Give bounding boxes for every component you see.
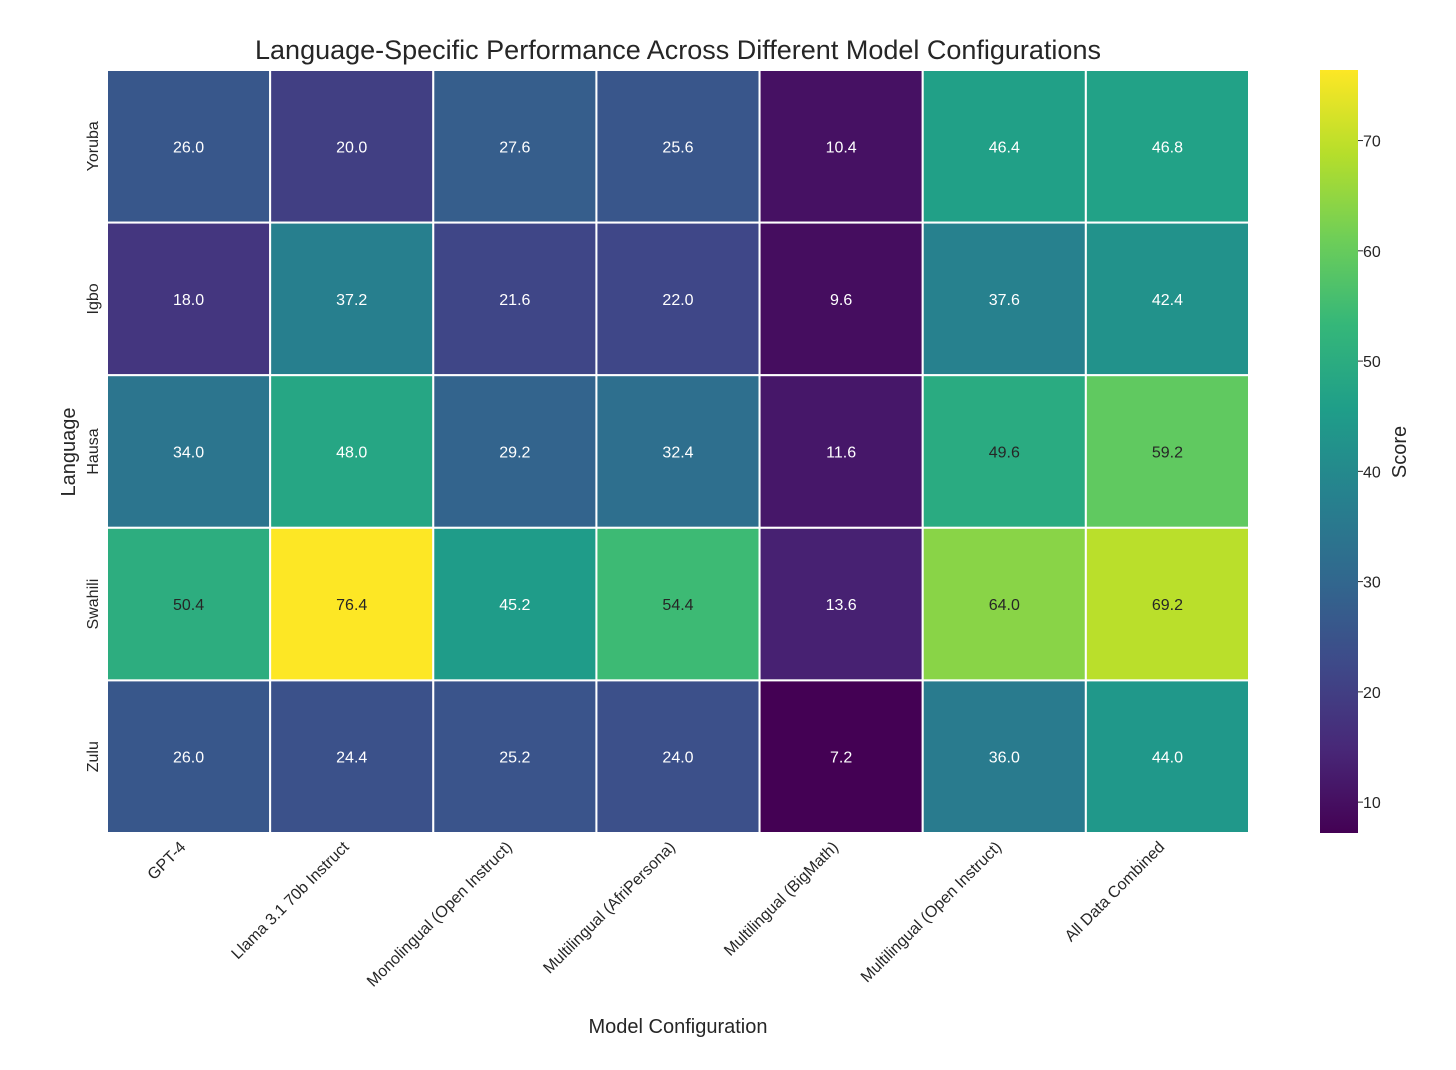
cell-annotations: 26.0 20.0 27.6 25.6 10.4 46.4 46.8 18.0 37.2 21.6… (173, 139, 1183, 766)
cell-value-label: 50.4 (173, 597, 204, 614)
colorbar-tick-label: 70 (1363, 134, 1381, 151)
heatmap-cell (432, 374, 598, 529)
x-axis-ticks: GPT-4 Llama 3.1 70b Instruct Monolingual (… (145, 838, 1169, 990)
heatmap-cell (1084, 374, 1251, 529)
heatmap-cell (1084, 679, 1251, 835)
cell-value-label: 18.0 (173, 292, 204, 309)
cell-value-label: 13.6 (826, 597, 857, 614)
heatmap-cell (595, 526, 761, 682)
x-tick-label: Multilingual (Open Instruct) (858, 839, 1005, 986)
colorbar-title: Score (1389, 426, 1411, 478)
heatmap-cell (106, 679, 272, 835)
cell-value-label: 21.6 (499, 292, 530, 309)
x-tick-label: Monolingual (Open Instruct) (364, 839, 516, 991)
heatmap-cell (921, 69, 1087, 224)
heatmap-cell (432, 679, 598, 835)
cell-value-label: 9.6 (830, 292, 852, 309)
heatmap-cell (1084, 221, 1251, 377)
x-tick-label: Llama 3.1 70b Instruct (229, 838, 353, 962)
cell-value-label: 49.6 (989, 445, 1020, 462)
colorbar-tick-label: 20 (1363, 685, 1381, 702)
heatmap-cell (106, 221, 272, 377)
cell-value-label: 11.6 (826, 445, 856, 462)
cell-value-label: 27.6 (499, 139, 530, 156)
heatmap-cell (106, 69, 272, 224)
cell-value-label: 26.0 (173, 750, 204, 767)
heatmap-cell (921, 679, 1087, 835)
heatmap-cell (432, 221, 598, 377)
cell-value-label: 46.8 (1152, 139, 1183, 156)
heatmap-cell (921, 374, 1087, 529)
cell-value-label: 54.4 (662, 597, 693, 614)
cell-value-label: 64.0 (989, 597, 1020, 614)
cell-value-label: 34.0 (173, 445, 204, 462)
colorbar-ticks: 10 20 30 40 50 60 70 (1358, 134, 1381, 812)
colorbar-tick-label: 50 (1363, 354, 1381, 371)
heatmap-cell (595, 69, 761, 224)
heatmap-cell (758, 69, 924, 224)
heatmap-cell (758, 221, 924, 377)
cell-value-label: 69.2 (1152, 597, 1183, 614)
cell-value-label: 37.6 (989, 292, 1020, 309)
x-tick-label: Multilingual (BigMath) (721, 839, 842, 960)
x-axis-title: Model Configuration (589, 1016, 768, 1038)
cell-value-label: 24.0 (662, 750, 693, 767)
heatmap-cell (595, 374, 761, 529)
heatmap-cell (921, 526, 1087, 682)
cell-value-label: 76.4 (336, 597, 367, 614)
x-tick-label: GPT-4 (145, 839, 190, 884)
y-axis-ticks: Yoruba Igbo Hausa Swahili Zulu (85, 121, 102, 772)
heatmap-cell (758, 374, 924, 529)
colorbar-tick-label: 60 (1363, 244, 1381, 261)
cell-value-label: 26.0 (173, 139, 204, 156)
cell-value-label: 22.0 (662, 292, 693, 309)
cell-value-label: 42.4 (1152, 292, 1183, 309)
cell-value-label: 44.0 (1152, 750, 1183, 767)
cell-value-label: 25.6 (662, 139, 693, 156)
y-tick-label: Swahili (85, 579, 102, 630)
colorbar-tick-label: 30 (1363, 575, 1381, 592)
y-tick-label: Hausa (85, 428, 102, 474)
cell-value-label: 48.0 (336, 445, 367, 462)
cell-value-label: 7.2 (830, 750, 852, 767)
y-axis-title: Language (58, 408, 80, 497)
heatmap-cell (432, 69, 598, 224)
heatmap-cell (269, 69, 435, 224)
x-tick-label: All Data Combined (1062, 839, 1168, 945)
colorbar-tick-label: 40 (1363, 464, 1381, 481)
cell-value-label: 36.0 (989, 750, 1020, 767)
heatmap-cell (921, 221, 1087, 377)
cell-value-label: 24.4 (336, 750, 367, 767)
cell-value-label: 10.4 (826, 139, 857, 156)
y-tick-label: Yoruba (85, 121, 102, 171)
heatmap-cell (269, 374, 435, 529)
cell-value-label: 46.4 (989, 139, 1020, 156)
heatmap-cell (1084, 526, 1251, 682)
cell-value-label: 32.4 (662, 445, 693, 462)
cell-value-label: 25.2 (499, 750, 530, 767)
heatmap-cell (269, 526, 435, 682)
cell-value-label: 29.2 (499, 445, 530, 462)
heatmap-cell (106, 526, 272, 682)
cell-value-label: 37.2 (336, 292, 367, 309)
y-tick-label: Zulu (85, 741, 102, 772)
y-tick-label: Igbo (85, 283, 102, 314)
cell-value-label: 45.2 (499, 597, 530, 614)
x-tick-label: Multilingual (AfriPersona) (540, 839, 678, 977)
heatmap-cells (106, 69, 1251, 835)
cell-value-label: 20.0 (336, 139, 367, 156)
cell-value-label: 59.2 (1152, 445, 1183, 462)
colorbar (1320, 70, 1358, 833)
colorbar-tick-label: 10 (1363, 795, 1381, 812)
chart-title: Language-Specific Performance Across Dif… (255, 35, 1101, 65)
